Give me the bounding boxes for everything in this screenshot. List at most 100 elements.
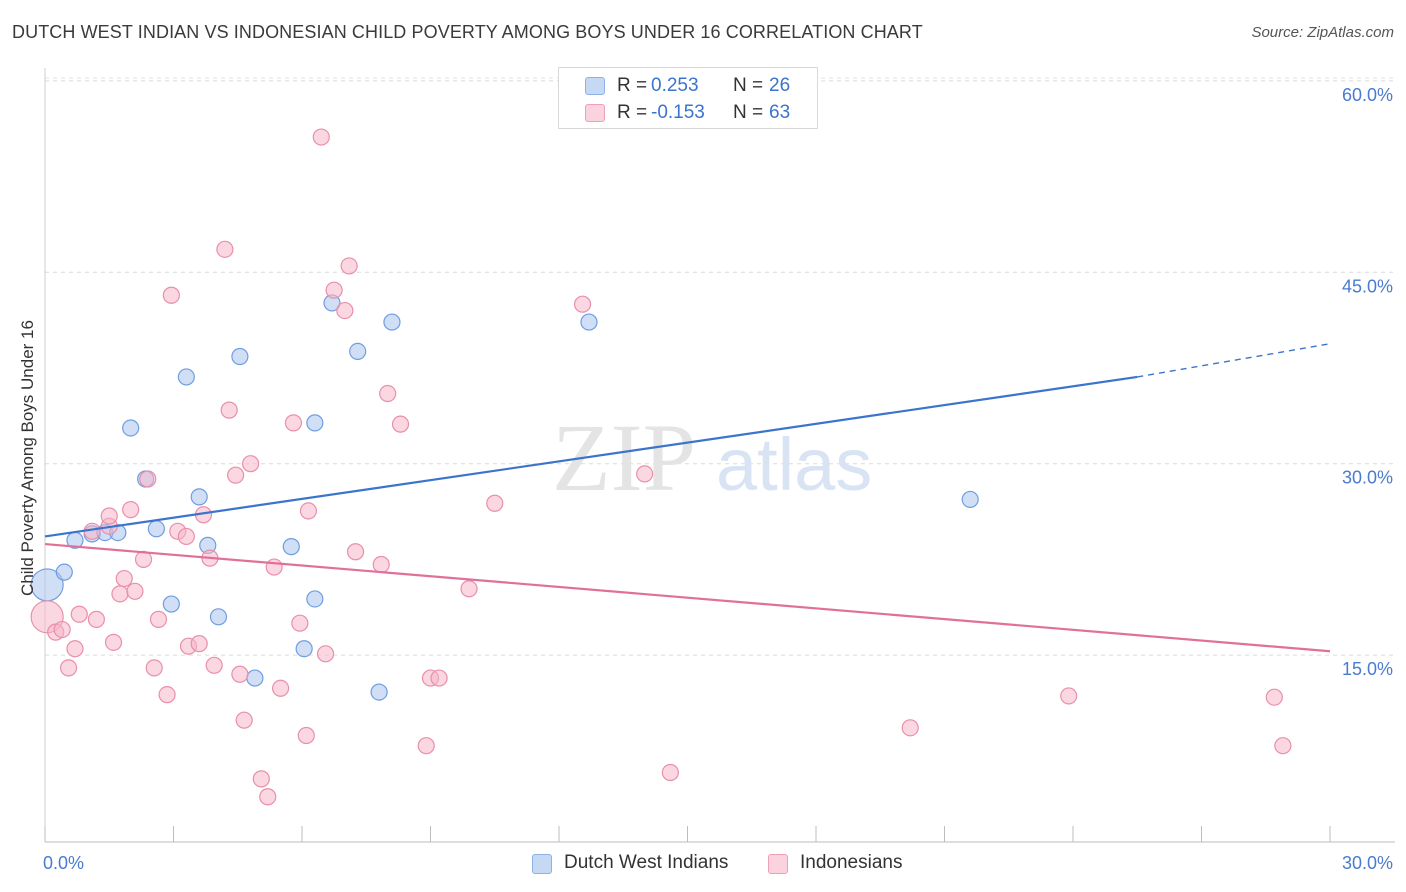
indonesian-point: [336, 301, 354, 320]
indonesian-point: [145, 659, 163, 677]
indonesian-point: [104, 633, 123, 651]
bottom-legend-label: Indonesians: [800, 852, 903, 873]
indonesian-point: [177, 527, 195, 546]
dutch-west-indian-point: [580, 313, 598, 331]
y-tick-label: 30.0%: [1342, 468, 1393, 488]
dutch-west-indian-point: [122, 419, 140, 437]
indonesian-point: [252, 770, 270, 788]
indonesian-point: [126, 582, 144, 600]
indonesian-point: [417, 737, 435, 755]
indonesian-point: [316, 645, 335, 663]
indonesian-point: [265, 558, 283, 576]
dutch-west-indian-point: [162, 595, 180, 613]
indonesian-point: [122, 501, 140, 519]
bottom-legend-swatch-blue: [532, 854, 552, 874]
watermark-atlas: atlas: [716, 423, 872, 506]
indonesian-point: [284, 414, 303, 432]
y-tick-label: 15.0%: [1342, 659, 1393, 679]
indonesian-point: [271, 679, 290, 697]
indonesian-point: [190, 635, 208, 653]
indonesian-point: [139, 470, 157, 488]
dutch-west-indian-point: [231, 347, 249, 366]
dutch-west-indian-point: [961, 490, 979, 509]
indonesian-point: [299, 502, 318, 520]
indonesian-point: [291, 614, 309, 632]
legend-n-value: 63: [769, 102, 791, 123]
indonesian-point: [220, 401, 238, 419]
indonesian-point: [115, 569, 133, 588]
indonesian-point: [346, 543, 365, 561]
indonesian-point: [460, 580, 478, 598]
indonesian-point: [149, 610, 168, 628]
chart-title: DUTCH WEST INDIAN VS INDONESIAN CHILD PO…: [12, 22, 923, 42]
indonesian-point: [1060, 687, 1078, 705]
y-axis-label: Child Poverty Among Boys Under 16: [18, 320, 37, 596]
indonesian-point: [1274, 737, 1292, 755]
legend-n-value: 26: [769, 75, 791, 96]
indonesian-point: [59, 659, 78, 677]
dutch-west-indian-point: [383, 313, 401, 331]
indonesian-point: [486, 494, 504, 512]
dutch-west-indian-point: [370, 683, 388, 701]
indonesian-point: [430, 669, 448, 687]
indonesian-point: [325, 281, 343, 299]
correlation-legend: R = 0.253 N = 26 R = -0.153 N = 63: [558, 67, 818, 129]
indonesian-point: [661, 763, 679, 782]
indonesian-point: [379, 384, 397, 403]
dutch-west-indian-point: [147, 520, 165, 538]
watermark: ZIP atlas: [552, 404, 872, 511]
indonesian-point: [87, 610, 106, 628]
legend-r-label: R =: [617, 102, 648, 123]
indonesian-trend-line: [44, 542, 1331, 653]
bottom-legend-label: Dutch West Indians: [564, 852, 729, 873]
dutch-west-indian-point: [282, 538, 300, 556]
indonesian-point: [901, 719, 919, 737]
indonesian-point: [636, 465, 654, 483]
x-tick-label: 30.0%: [1342, 853, 1393, 873]
indonesian-point: [205, 656, 223, 674]
dutch-west-indian-point: [209, 608, 228, 626]
legend-r-value: -0.153: [651, 102, 705, 123]
y-tick-label: 45.0%: [1342, 276, 1393, 296]
indonesian-point: [372, 555, 390, 574]
indonesian-point: [242, 455, 260, 473]
bottom-legend-swatch-pink: [768, 854, 788, 874]
indonesian-point: [259, 788, 277, 806]
dutch-west-indian-point: [55, 563, 73, 581]
data-points: [30, 128, 1292, 806]
dutch-west-indian-point: [246, 669, 264, 687]
indonesian-point: [100, 507, 118, 525]
legend-r-label: R =: [617, 75, 648, 96]
dutch-west-indian-trend-extension: [1137, 343, 1331, 378]
x-tick-label: 0.0%: [43, 853, 84, 873]
watermark-zip: ZIP: [552, 404, 696, 511]
dutch-west-indian-point: [295, 640, 313, 658]
y-tick-label: 60.0%: [1342, 85, 1393, 105]
legend-r-value: 0.253: [651, 75, 699, 96]
indonesian-point: [231, 665, 249, 683]
indonesian-point: [158, 686, 176, 704]
dutch-west-indian-point: [306, 590, 324, 608]
indonesian-point: [312, 128, 330, 146]
indonesian-point: [66, 640, 84, 658]
indonesian-point: [340, 257, 358, 275]
indonesian-point: [162, 286, 180, 304]
dutch-west-indian-point: [190, 488, 208, 506]
legend-n-label: N =: [733, 75, 764, 96]
dutch-west-indian-point: [306, 414, 324, 432]
indonesian-point: [111, 585, 129, 603]
dutch-west-indian-point: [349, 342, 367, 361]
axes: [44, 68, 1395, 843]
legend-swatch-blue: [585, 77, 605, 95]
trend-lines: [44, 343, 1331, 653]
legend-n-label: N =: [733, 102, 764, 123]
dutch-west-indian-point: [177, 368, 195, 386]
indonesian-point: [227, 466, 245, 484]
dutch-west-indian-trend-line: [44, 375, 1138, 538]
indonesian-point: [53, 620, 71, 639]
source-label: Source: ZipAtlas.com: [1251, 24, 1394, 41]
indonesian-point: [1265, 688, 1283, 706]
tick-labels: 15.0% 30.0% 45.0% 60.0% 0.0% 30.0%: [43, 85, 1393, 873]
legend-swatch-pink: [585, 104, 605, 122]
